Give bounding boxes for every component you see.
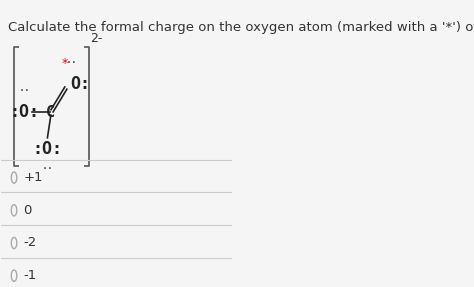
Text: Calculate the formal charge on the oxygen atom (marked with a '*') of the carbon: Calculate the formal charge on the oxyge… [8,21,474,34]
Text: *: * [62,57,68,70]
Text: ··: ·· [66,58,77,68]
Text: ··: ·· [18,86,30,96]
Text: -1: -1 [23,269,36,282]
Text: :O:: :O: [32,140,63,158]
Text: -2: -2 [23,236,36,249]
Text: :O:: :O: [9,103,39,121]
Text: ··: ·· [42,164,53,174]
Text: 2-: 2- [90,32,102,45]
Text: C: C [46,105,55,120]
Text: 0: 0 [23,204,32,217]
Text: +1: +1 [23,171,43,184]
Text: O:: O: [71,75,91,93]
